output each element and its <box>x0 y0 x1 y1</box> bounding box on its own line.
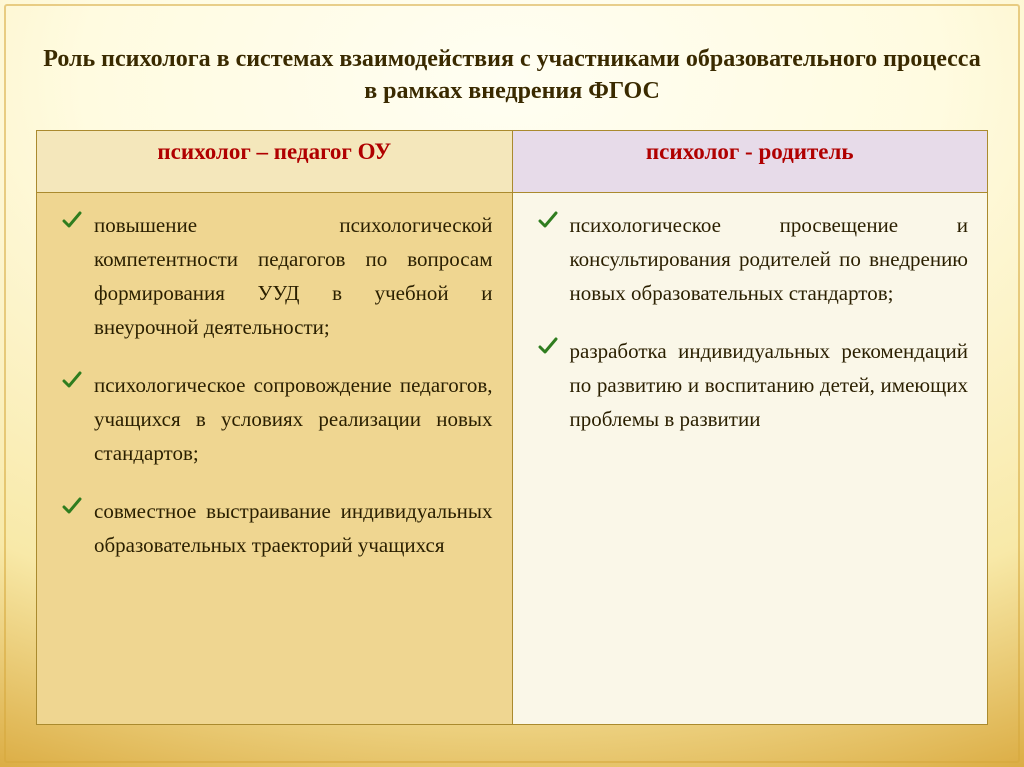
check-icon <box>62 370 82 390</box>
check-icon <box>62 496 82 516</box>
slide: Роль психолога в системах взаимодействия… <box>0 0 1024 767</box>
cell-right: психологическое просвещение и консультир… <box>512 192 988 724</box>
check-icon <box>62 210 82 230</box>
list-item: совместное выстраивание индивидуальных о… <box>60 494 493 562</box>
list-item: психологическое сопровождение педагогов,… <box>60 368 493 470</box>
list-item: разработка индивидуальных рекомендаций п… <box>536 334 969 436</box>
cell-right-inner: психологическое просвещение и консультир… <box>514 194 987 452</box>
cell-left-inner: повышение психологической компетентности… <box>38 194 511 578</box>
comparison-table-wrap: психолог – педагог ОУ психолог - родител… <box>36 130 988 725</box>
check-icon <box>538 210 558 230</box>
table-body-row: повышение психологической компетентности… <box>37 192 988 724</box>
list-item: повышение психологической компетентности… <box>60 208 493 344</box>
col-header-right: психолог - родитель <box>512 131 988 193</box>
check-icon <box>538 336 558 356</box>
list-item: психологическое просвещение и консультир… <box>536 208 969 310</box>
table-header-row: психолог – педагог ОУ психолог - родител… <box>37 131 988 193</box>
bullet-text: совместное выстраивание индивидуальных о… <box>94 499 493 557</box>
bullet-text: психологическое просвещение и консультир… <box>570 213 969 305</box>
bullet-text: психологическое сопровождение педагогов,… <box>94 373 493 465</box>
col-header-left: психолог – педагог ОУ <box>37 131 513 193</box>
bullet-text: разработка индивидуальных рекомендаций п… <box>570 339 969 431</box>
comparison-table: психолог – педагог ОУ психолог - родител… <box>36 130 988 725</box>
cell-left: повышение психологической компетентности… <box>37 192 513 724</box>
slide-title: Роль психолога в системах взаимодействия… <box>0 44 1024 107</box>
bullet-text: повышение психологической компетентности… <box>94 213 493 339</box>
